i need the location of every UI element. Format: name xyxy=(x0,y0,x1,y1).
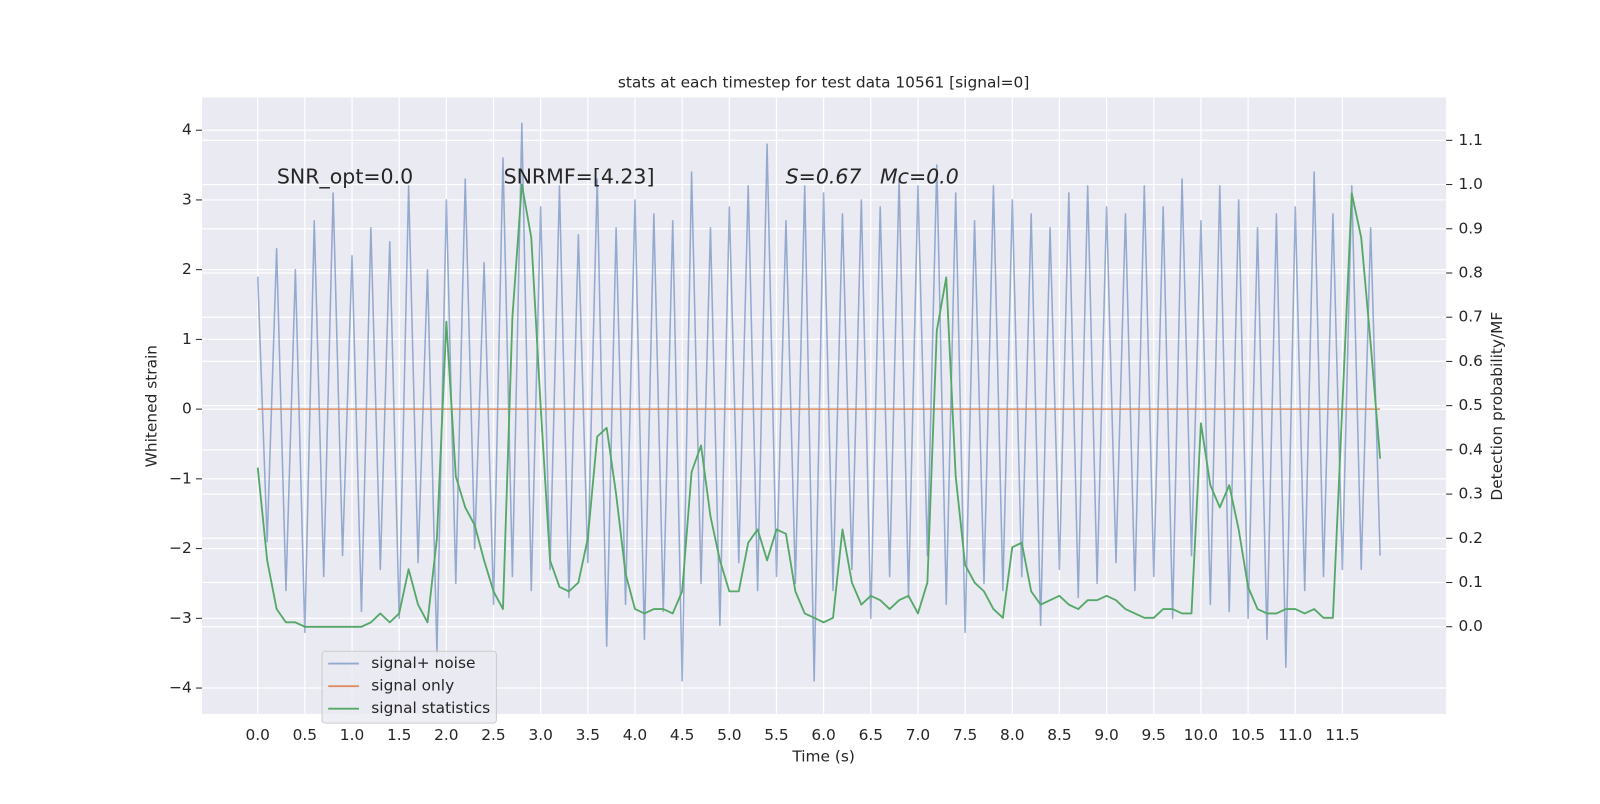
y2-tick-label: 0.0 xyxy=(1458,617,1482,635)
y-tick-label: 3 xyxy=(182,190,192,208)
y2-tick-label: 1.1 xyxy=(1458,131,1482,149)
x-tick-label: 5.0 xyxy=(717,726,741,744)
series-line xyxy=(256,183,1382,628)
y2-tick-label: 0.3 xyxy=(1458,485,1482,503)
x-tick-label: 2.0 xyxy=(434,726,458,744)
x-tick-label: 10.5 xyxy=(1231,726,1265,744)
chart-title: stats at each timestep for test data 105… xyxy=(618,74,1029,92)
y-tick-label: −3 xyxy=(169,609,192,627)
y-tick-label: −1 xyxy=(169,469,192,487)
x-tick-label: 7.0 xyxy=(906,726,930,744)
y2-tick-label: 1.0 xyxy=(1458,175,1482,193)
x-tick-label: 9.5 xyxy=(1142,726,1166,744)
x-tick-label: 4.0 xyxy=(623,726,647,744)
y-tick-label: −4 xyxy=(169,679,192,697)
x-tick-label: 8.5 xyxy=(1047,726,1071,744)
y2-axis-label: Detection probability/MF xyxy=(1488,312,1506,501)
x-tick-label: 5.5 xyxy=(764,726,788,744)
x-tick-label: 0.0 xyxy=(245,726,269,744)
legend-label: signal only xyxy=(371,677,454,695)
x-tick-label: 0.5 xyxy=(293,726,317,744)
x-tick-label: 8.0 xyxy=(1000,726,1024,744)
y2-tick-label: 0.8 xyxy=(1458,263,1482,281)
annotation: SNRMF=[4.23] xyxy=(504,164,655,188)
x-tick-label: 11.5 xyxy=(1325,726,1359,744)
annotation: S=0.67 xyxy=(786,164,862,188)
legend-label: signal statistics xyxy=(371,699,490,717)
annotation: SNR_opt=0.0 xyxy=(277,164,413,189)
y-tick-label: −2 xyxy=(169,539,192,557)
x-tick-label: 9.0 xyxy=(1094,726,1118,744)
y-tick-label: 0 xyxy=(182,400,192,418)
x-tick-label: 3.5 xyxy=(576,726,600,744)
annotation: Mc=0.0 xyxy=(880,164,959,188)
x-tick-label: 1.0 xyxy=(340,726,364,744)
y2-tick-label: 0.9 xyxy=(1458,219,1482,237)
y-tick-label: 4 xyxy=(182,121,192,139)
legend-box xyxy=(321,650,497,724)
x-tick-label: 1.5 xyxy=(387,726,411,744)
y2-tick-label: 0.1 xyxy=(1458,573,1482,591)
x-tick-label: 7.5 xyxy=(953,726,977,744)
x-tick-label: 11.0 xyxy=(1278,726,1312,744)
x-tick-label: 6.5 xyxy=(859,726,883,744)
y2-tick-label: 0.7 xyxy=(1458,308,1482,326)
y-tick-label: 1 xyxy=(182,330,192,348)
x-tick-label: 6.0 xyxy=(811,726,835,744)
x-tick-label: 3.0 xyxy=(528,726,552,744)
legend-label: signal+ noise xyxy=(371,654,475,672)
x-tick-label: 2.5 xyxy=(481,726,505,744)
y-axis-label: Whitened strain xyxy=(142,345,160,467)
y2-tick-label: 0.5 xyxy=(1458,396,1482,414)
x-axis-label: Time (s) xyxy=(791,747,855,765)
y-tick-label: 2 xyxy=(182,260,192,278)
y2-tick-label: 0.6 xyxy=(1458,352,1482,370)
x-tick-label: 10.0 xyxy=(1184,726,1218,744)
x-tick-label: 4.5 xyxy=(670,726,694,744)
y2-tick-label: 0.4 xyxy=(1458,440,1482,458)
y2-tick-label: 0.2 xyxy=(1458,529,1482,547)
series-line xyxy=(256,122,1381,682)
